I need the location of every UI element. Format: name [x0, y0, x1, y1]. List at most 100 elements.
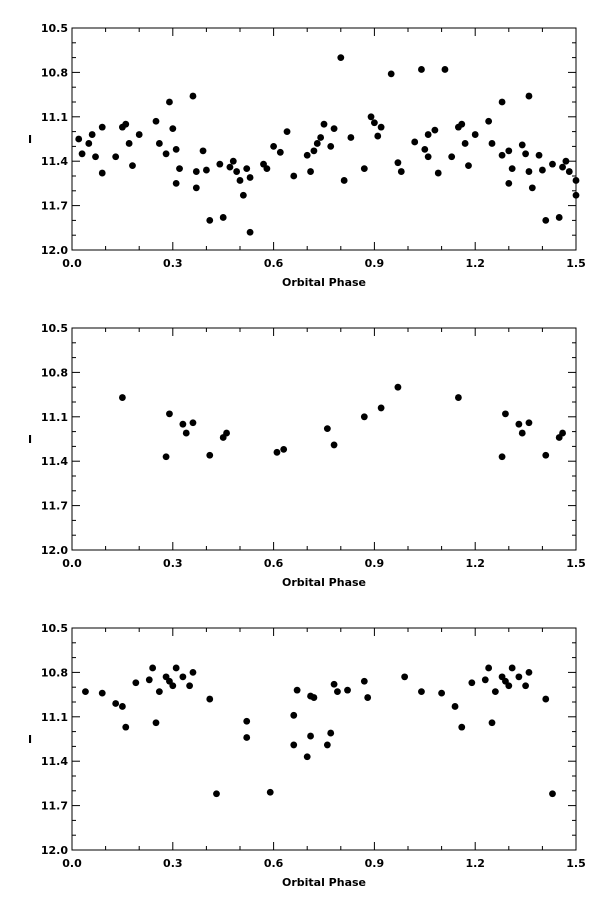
data-point: [485, 117, 493, 125]
data-point: [471, 131, 479, 138]
data-point: [162, 453, 170, 461]
data-point: [317, 134, 325, 141]
data-point: [199, 147, 207, 155]
data-point: [243, 717, 251, 725]
data-point: [176, 165, 183, 173]
data-point: [152, 117, 160, 125]
data-point: [421, 145, 429, 153]
plot-frame: [71, 327, 577, 551]
data-point: [172, 664, 180, 672]
data-point: [525, 669, 533, 676]
data-point: [323, 741, 331, 749]
y-axis-title: I: [28, 133, 32, 146]
data-point: [290, 172, 298, 180]
data-point: [491, 688, 499, 696]
data-point: [273, 448, 281, 456]
x-tick-label: 0.3: [163, 857, 183, 870]
data-point: [206, 451, 214, 459]
data-point: [98, 689, 106, 697]
data-point: [75, 135, 83, 143]
data-point: [360, 677, 368, 685]
data-point: [549, 790, 556, 798]
data-point: [78, 150, 86, 158]
data-point: [334, 688, 341, 696]
data-point: [283, 128, 291, 136]
data-point: [276, 148, 284, 156]
data-point: [424, 131, 432, 138]
y-tick-label: 11.1: [41, 711, 68, 724]
y-tick-label: 12.0: [41, 544, 68, 557]
data-point: [418, 688, 425, 696]
data-point: [189, 419, 197, 427]
data-point: [135, 131, 143, 138]
data-point: [525, 92, 533, 100]
data-point: [307, 168, 314, 175]
x-tick-label: 0.0: [62, 257, 82, 270]
data-point: [367, 113, 375, 121]
data-point: [394, 159, 402, 167]
data-point: [515, 673, 523, 681]
data-point: [518, 429, 526, 437]
data-point: [216, 160, 224, 168]
data-point: [179, 673, 187, 681]
data-point: [266, 788, 274, 796]
data-point: [441, 66, 449, 73]
data-point: [555, 214, 563, 221]
data-point: [502, 410, 509, 418]
panel-1: 0.0 0.3 0.6 0.9 1.2 1.5 10.5 10.8 11.1 11.4 11.7 12…: [28, 22, 586, 289]
data-point: [122, 723, 130, 731]
y-tick-label: 10.5: [41, 622, 68, 635]
data-point: [572, 191, 580, 199]
data-point: [155, 140, 163, 147]
data-point: [377, 404, 385, 412]
x-tick-label: 1.5: [566, 857, 586, 870]
data-point: [535, 151, 543, 159]
data-point: [189, 669, 197, 676]
x-tick-label: 0.9: [365, 857, 385, 870]
plot-frame: [71, 27, 577, 251]
y-tick-label: 11.1: [41, 111, 68, 124]
data-point: [360, 165, 368, 173]
data-point: [119, 703, 126, 710]
data-point: [243, 734, 251, 741]
data-point: [505, 180, 513, 187]
x-axis-title: Orbital Phase: [282, 576, 366, 589]
data-point: [448, 153, 456, 161]
data-point: [508, 664, 516, 672]
data-point: [418, 66, 425, 73]
data-point: [280, 445, 288, 453]
data-point: [559, 163, 566, 171]
data-point: [243, 165, 251, 173]
data-point: [539, 166, 546, 174]
data-point: [330, 441, 338, 449]
data-point: [152, 719, 160, 727]
x-tick-label: 0.0: [62, 557, 82, 570]
data-point: [246, 174, 254, 181]
plot-frame: [71, 627, 577, 851]
data-point: [155, 688, 163, 696]
data-point: [290, 711, 298, 719]
data-point: [360, 413, 368, 421]
y-tick-label: 10.8: [41, 66, 68, 79]
x-tick-label: 1.5: [566, 257, 586, 270]
data-point: [522, 682, 529, 690]
data-point: [498, 453, 506, 461]
data-point: [424, 153, 432, 161]
y-axis-title: I: [28, 433, 32, 446]
data-point: [125, 140, 133, 147]
data-point: [246, 228, 254, 236]
y-tick-label: 10.5: [41, 322, 68, 335]
data-point: [525, 168, 533, 175]
y-tick-label: 12.0: [41, 844, 68, 857]
data-point: [461, 140, 469, 147]
data-point: [169, 125, 177, 133]
data-point: [192, 184, 200, 192]
data-point: [85, 140, 93, 147]
x-tick-label: 0.6: [264, 557, 284, 570]
data-point: [98, 169, 106, 177]
y-tick-label: 10.5: [41, 22, 68, 35]
data-point: [310, 147, 318, 155]
data-point: [192, 168, 200, 175]
data-point: [438, 689, 445, 697]
